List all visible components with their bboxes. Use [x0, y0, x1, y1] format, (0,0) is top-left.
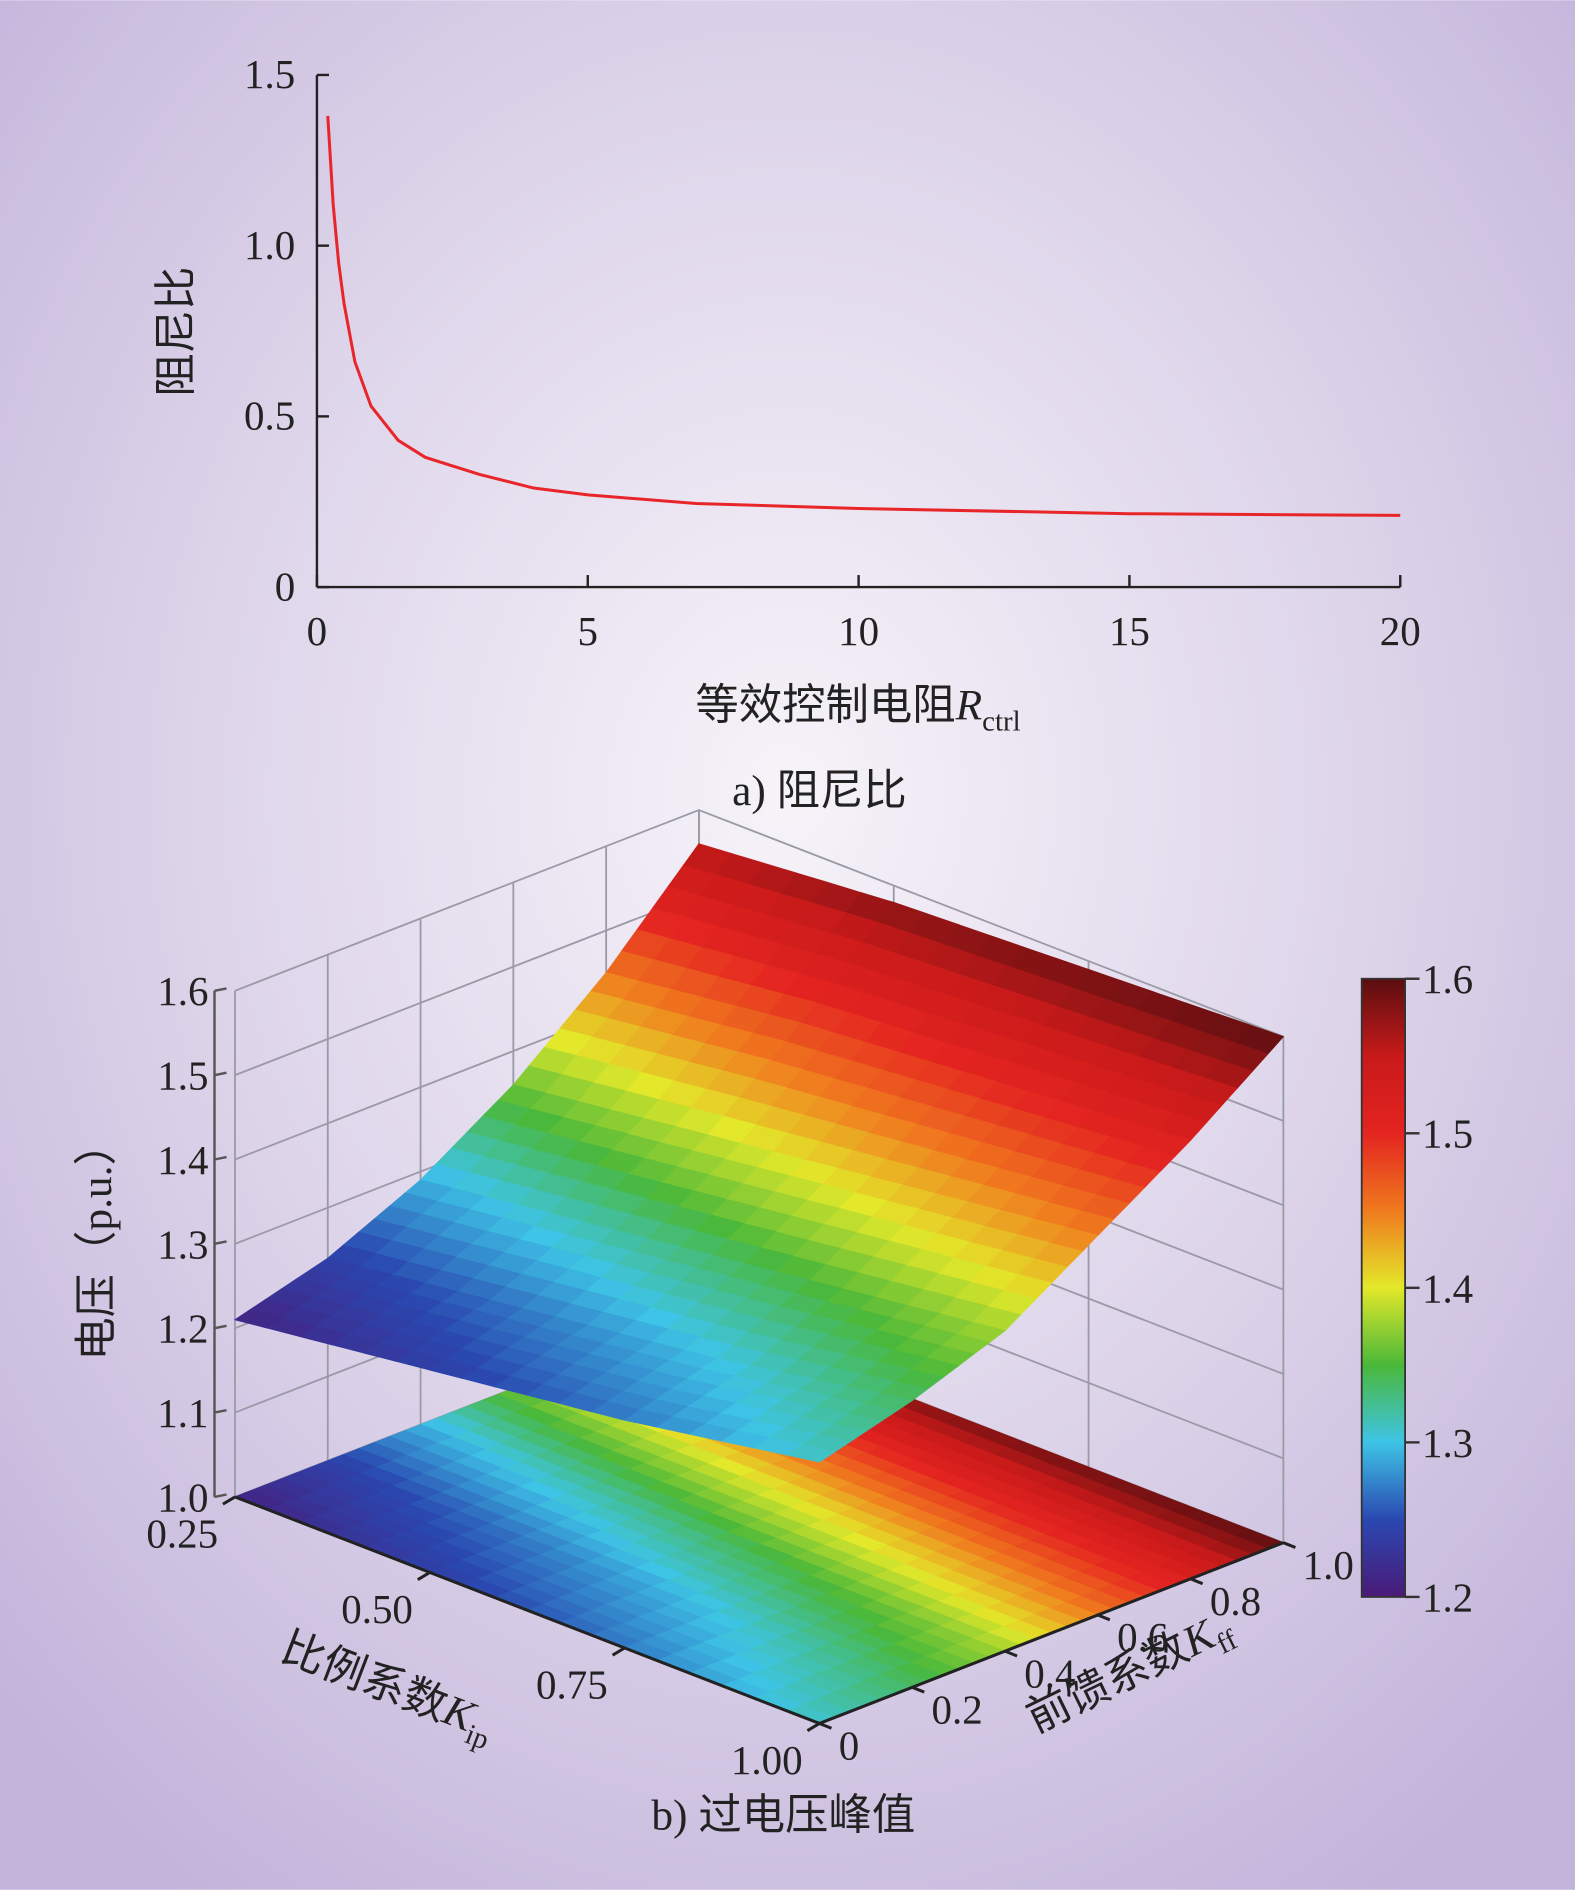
caption: a) 阻尼比: [732, 767, 907, 815]
y-tick: [818, 1722, 833, 1730]
z-tick: [214, 1408, 227, 1414]
colorbar: [1360, 977, 1406, 1598]
y-tick-label: 0.8: [1210, 1578, 1261, 1624]
z-tick: [214, 1155, 227, 1161]
z-tick: [214, 987, 227, 992]
y-tick: [1282, 1541, 1296, 1549]
x-tick: [611, 1646, 626, 1657]
x-tick-label: 5: [578, 608, 598, 654]
colorbar-tick-label: 1.5: [1422, 1111, 1473, 1157]
x-tick: [806, 1722, 821, 1732]
x-tick-label: 0: [307, 608, 327, 654]
y-tick-label: 0.5: [244, 393, 295, 439]
x-tick-label: 10: [838, 608, 879, 654]
x-axis-label-subscript: ctrl: [982, 706, 1021, 738]
x-tick-label: 1.00: [731, 1737, 803, 1783]
z-tick-label: 1.1: [157, 1390, 208, 1436]
x-tick: [416, 1571, 431, 1581]
y-tick-label: 1.0: [1303, 1542, 1354, 1588]
z-tick-label: 1.0: [157, 1474, 208, 1520]
z-tick-label: 1.2: [157, 1306, 208, 1352]
z-tick: [214, 1071, 227, 1077]
z-tick: [214, 1493, 227, 1499]
y-tick: [911, 1685, 925, 1694]
y-tick-label: 1.5: [244, 51, 295, 97]
y-tick-label: 0.6: [1117, 1614, 1168, 1660]
z-tick: [214, 1324, 227, 1330]
x-axis-label-text: 等效控制电阻: [695, 682, 955, 730]
caption: b) 过电压峰值: [651, 1792, 915, 1840]
colorbar-tick-label: 1.6: [1422, 956, 1473, 1002]
x-tick-label: 0.75: [536, 1662, 608, 1708]
surface-patch: [785, 1444, 837, 1463]
z-tick-label: 1.5: [157, 1053, 208, 1099]
y-tick: [1004, 1649, 1018, 1658]
x-tick: [222, 1495, 236, 1506]
y-tick: [1190, 1577, 1204, 1586]
y-tick-label: 0: [839, 1723, 859, 1769]
x-axis-label-symbol: R: [955, 682, 983, 730]
y-tick-label: 0.2: [932, 1686, 983, 1732]
x-tick-label: 20: [1380, 608, 1421, 654]
z-tick-label: 1.6: [157, 968, 208, 1014]
z-tick-label: 1.4: [157, 1137, 208, 1183]
x-tick-label: 0.25: [146, 1511, 218, 1557]
x-axis: [234, 1495, 820, 1725]
y-tick: [1097, 1613, 1111, 1622]
y-tick-label: 0.4: [1024, 1650, 1075, 1696]
x-tick-label: 0.50: [341, 1586, 413, 1632]
x-tick-label: 15: [1109, 608, 1150, 654]
z-tick-label: 1.3: [157, 1221, 208, 1267]
y-tick-label: 0: [275, 563, 295, 609]
y-tick-label: 1.0: [244, 222, 295, 268]
y-axis: [818, 1541, 1284, 1725]
data-line: [326, 115, 1401, 517]
x-axis-label: 等效控制电阻Rctrl: [695, 682, 1020, 738]
z-axis-label: 电压（p.u.）: [73, 1122, 121, 1361]
y-axis-label: 阻尼比: [152, 267, 200, 397]
colorbar-tick-label: 1.3: [1422, 1420, 1473, 1466]
z-tick: [214, 1240, 227, 1246]
colorbar-tick-label: 1.4: [1422, 1265, 1473, 1311]
colorbar-tick-label: 1.2: [1422, 1574, 1473, 1620]
